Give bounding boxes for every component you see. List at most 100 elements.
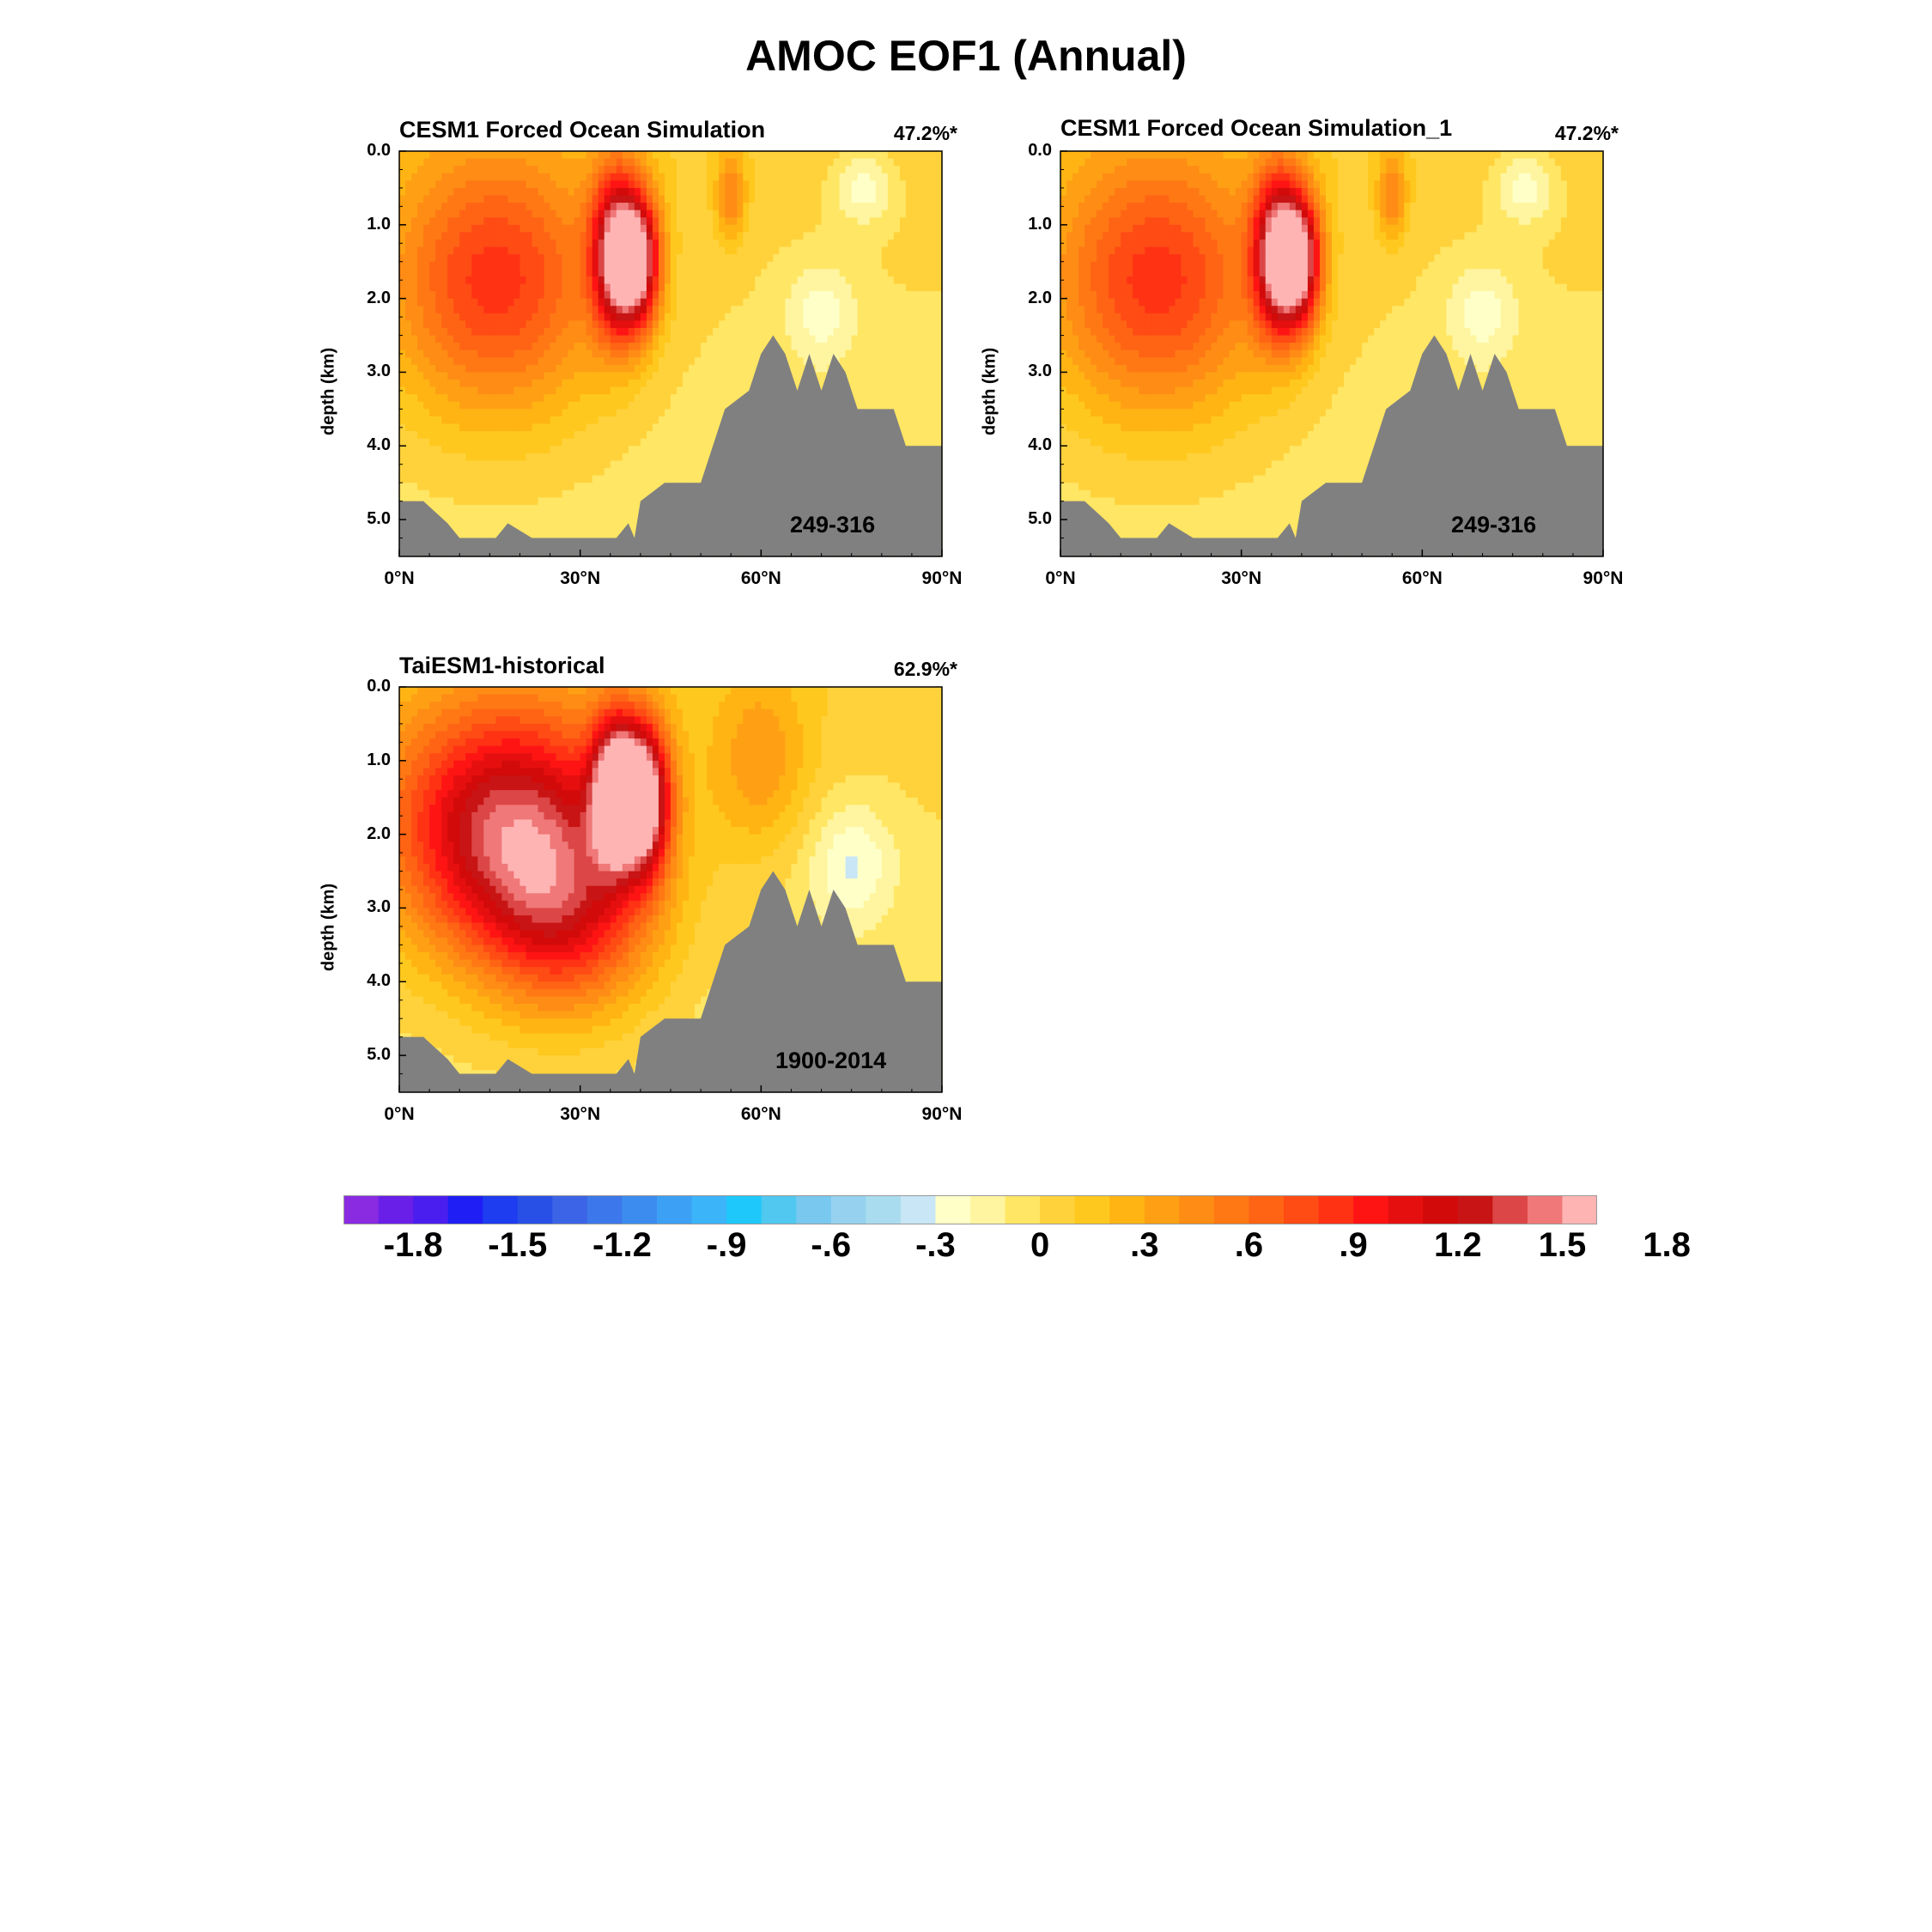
x-tick-label: 60°N <box>740 1104 781 1124</box>
colorbar-swatch <box>691 1195 727 1224</box>
bathymetry <box>399 335 942 556</box>
colorbar-svg <box>343 1195 1598 1224</box>
y-tick-label: 3.0 <box>367 361 391 381</box>
panel-title: TaiESM1-historical <box>399 653 605 678</box>
x-tick-label: 90°N <box>921 1104 963 1124</box>
y-tick-label: 4.0 <box>367 971 391 991</box>
colorbar-swatch <box>1457 1195 1493 1224</box>
y-tick-label: 1.0 <box>1028 214 1052 234</box>
y-axis-label: depth (km) <box>980 347 999 436</box>
y-axis-label: depth (km) <box>319 883 338 972</box>
colorbar-swatch <box>517 1195 553 1224</box>
colorbar-swatch <box>935 1195 971 1224</box>
x-tick-label: 30°N <box>560 568 601 588</box>
y-tick-label: 0.0 <box>1028 141 1052 160</box>
colorbar-swatch <box>970 1195 1006 1224</box>
chart-svg <box>398 686 943 1093</box>
x-tick-label: 60°N <box>740 568 781 588</box>
x-tick-label: 0°N <box>384 568 415 588</box>
colorbar-label: -.3 <box>915 1226 956 1264</box>
colorbar-swatch <box>1353 1195 1389 1224</box>
y-tick-label: 3.0 <box>1028 361 1052 381</box>
colorbar-swatch <box>622 1195 658 1224</box>
period-label: 249-316 <box>790 512 876 538</box>
colorbar-label: 1.8 <box>1643 1226 1691 1264</box>
colorbar-swatch <box>586 1195 623 1224</box>
colorbar-swatch <box>761 1195 797 1224</box>
y-tick-label: 0.0 <box>367 677 391 696</box>
period-label: 249-316 <box>1451 512 1537 538</box>
colorbar-label: 1.5 <box>1538 1226 1587 1264</box>
x-tick-label: 30°N <box>560 1104 601 1124</box>
panel-cesm1: CESM1 Forced Ocean Simulation 47.2%* dep… <box>313 117 966 649</box>
panel-cesm1-1: CESM1 Forced Ocean Simulation_1 47.2%* d… <box>975 115 1627 649</box>
colorbar-swatch <box>1005 1195 1041 1224</box>
x-tick-label: 60°N <box>1401 568 1443 588</box>
y-tick-label: 0.0 <box>367 141 391 160</box>
colorbar-label: .9 <box>1339 1226 1368 1264</box>
x-tick-label: 90°N <box>921 568 963 588</box>
colorbar-swatch <box>483 1195 519 1224</box>
colorbar-swatch <box>378 1195 414 1224</box>
chart-svg <box>1060 150 1604 557</box>
colorbar-label: 1.2 <box>1433 1226 1482 1264</box>
colorbar-label: -.6 <box>811 1226 852 1264</box>
colorbar-swatch <box>552 1195 588 1224</box>
x-tick-label: 0°N <box>384 1104 415 1124</box>
colorbar <box>343 1195 1598 1224</box>
explained-variance: 47.2%* <box>1554 122 1619 144</box>
y-tick-label: 5.0 <box>1028 509 1052 529</box>
colorbar-swatch <box>413 1195 449 1224</box>
y-tick-label: 2.0 <box>367 823 391 843</box>
explained-variance: 62.9%* <box>893 658 957 680</box>
y-tick-label: 1.0 <box>367 214 391 234</box>
x-tick-label: 0°N <box>1045 568 1076 588</box>
colorbar-swatch <box>1388 1195 1424 1224</box>
colorbar-swatch <box>1423 1195 1459 1224</box>
bathymetry <box>399 871 942 1092</box>
colorbar-swatch <box>657 1195 693 1224</box>
panel-taiesm1: TaiESM1-historical 62.9%* depth (km) 190… <box>313 653 966 1185</box>
y-tick-label: 2.0 <box>1028 288 1052 307</box>
panel-title: CESM1 Forced Ocean Simulation <box>399 117 766 143</box>
bathymetry <box>1060 335 1603 556</box>
y-axis-label: depth (km) <box>319 347 338 436</box>
colorbar-label: .3 <box>1130 1226 1159 1264</box>
colorbar-swatch <box>796 1195 832 1224</box>
colorbar-swatch <box>900 1195 936 1224</box>
colorbar-label: -1.2 <box>592 1226 652 1264</box>
y-tick-label: 5.0 <box>367 1045 391 1065</box>
colorbar-swatch <box>1249 1195 1285 1224</box>
y-tick-label: 5.0 <box>367 509 391 529</box>
colorbar-swatch <box>830 1195 866 1224</box>
x-tick-label: 90°N <box>1583 568 1624 588</box>
colorbar-label: -.9 <box>706 1226 747 1264</box>
chart-svg <box>398 150 943 557</box>
colorbar-swatch <box>1109 1195 1145 1224</box>
figure-title: AMOC EOF1 (Annual) <box>745 32 1187 80</box>
colorbar-swatch <box>1562 1195 1598 1224</box>
colorbar-swatch <box>1040 1195 1076 1224</box>
period-label: 1900-2014 <box>775 1048 887 1073</box>
y-tick-label: 1.0 <box>367 750 391 769</box>
colorbar-label: 0 <box>1030 1226 1050 1264</box>
colorbar-swatch <box>343 1195 380 1224</box>
y-tick-label: 2.0 <box>367 288 391 307</box>
colorbar-label: .6 <box>1234 1226 1264 1264</box>
colorbar-swatch <box>1527 1195 1563 1224</box>
explained-variance: 47.2%* <box>893 122 957 144</box>
colorbar-swatch <box>1492 1195 1528 1224</box>
colorbar-swatch <box>1318 1195 1354 1224</box>
y-tick-label: 3.0 <box>367 897 391 917</box>
panel-title: CESM1 Forced Ocean Simulation_1 <box>1060 115 1453 141</box>
colorbar-swatch <box>1213 1195 1249 1224</box>
y-tick-label: 4.0 <box>367 435 391 455</box>
colorbar-swatch <box>1144 1195 1180 1224</box>
colorbar-swatch <box>447 1195 483 1224</box>
colorbar-label: -1.8 <box>383 1226 443 1264</box>
colorbar-swatch <box>1179 1195 1215 1224</box>
x-tick-label: 30°N <box>1221 568 1262 588</box>
colorbar-swatch <box>1284 1195 1320 1224</box>
colorbar-swatch <box>866 1195 902 1224</box>
y-tick-label: 4.0 <box>1028 435 1052 455</box>
